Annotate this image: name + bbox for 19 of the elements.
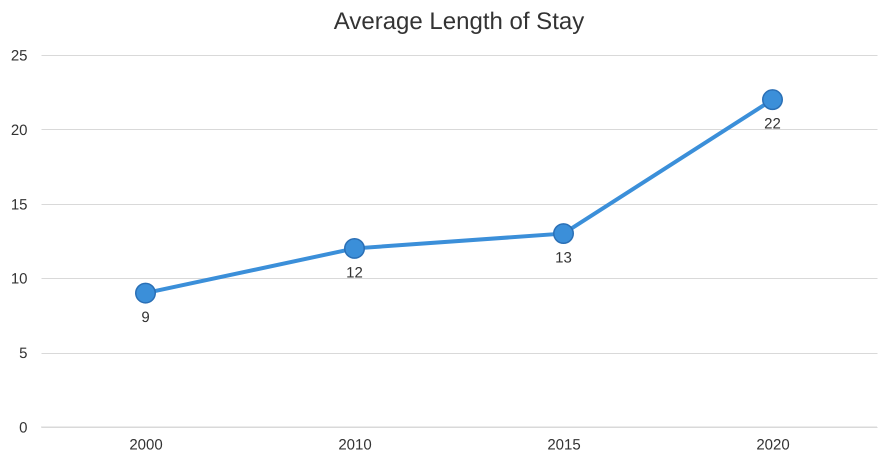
data-label: 22 [764,116,781,133]
point [762,89,783,110]
data-label: 13 [555,250,572,267]
y-tick-label: 10 [10,270,28,288]
y-tick-label: 5 [19,345,28,362]
data-label: 12 [346,264,363,282]
x-tick-label: 2000 [129,436,163,454]
y-tick-label: 20 [10,122,28,139]
y-tick-label: 25 [10,48,28,64]
point [553,223,574,244]
y-tick-label: 15 [10,196,28,214]
x-tick-label: 2020 [756,436,790,454]
point [344,238,365,259]
chart-title: Average Length of Stay [334,8,584,35]
x-tick-label: 2015 [547,436,581,454]
data-label: 9 [141,309,150,326]
x-tick-label: 2010 [338,436,372,454]
y-tick-label: 0 [19,420,28,436]
point [135,282,156,304]
